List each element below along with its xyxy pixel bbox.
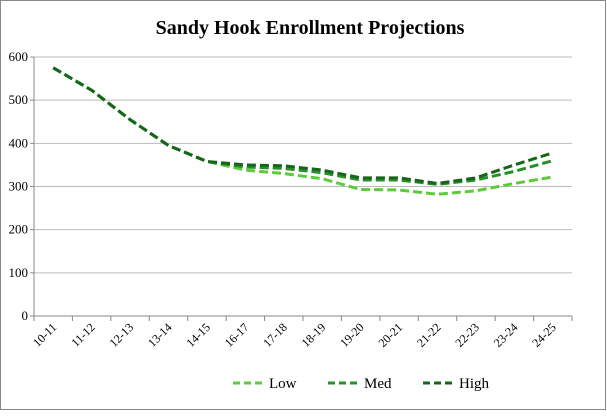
series-line	[52, 66, 554, 186]
y-tick-label: 600	[9, 49, 29, 64]
y-tick-label: 0	[22, 308, 29, 323]
legend-label: Med	[364, 376, 392, 392]
y-tick-label: 500	[9, 92, 29, 107]
legend-label: Low	[269, 376, 297, 392]
y-tick-label: 300	[9, 179, 29, 194]
y-tick-label: 200	[9, 222, 29, 237]
series-line	[52, 66, 554, 185]
legend-label: High	[459, 376, 490, 392]
series-line	[52, 66, 554, 196]
y-tick-label: 100	[9, 265, 29, 280]
y-tick-label: 400	[9, 135, 29, 150]
chart-title: Sandy Hook Enrollment Projections	[156, 17, 465, 39]
